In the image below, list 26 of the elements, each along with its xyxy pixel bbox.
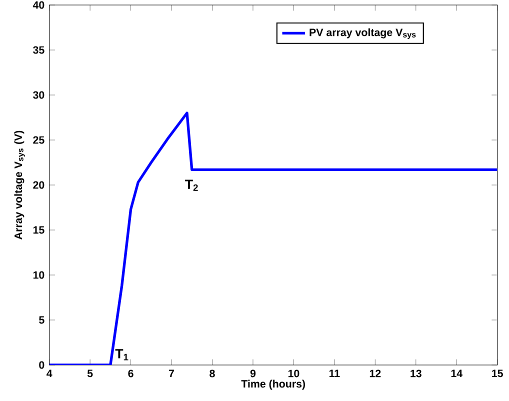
y-tick-label: 5 [39,316,44,324]
x-tick-label: 9 [250,370,256,378]
y-tick-label: 30 [33,91,44,99]
x-tick-label: 6 [128,370,134,378]
y-tick-label: 35 [33,46,44,54]
x-tick-label: 10 [288,370,300,378]
y-tick-label: 0 [39,361,44,369]
x-tick-label: 15 [492,370,503,378]
x-tick-label: 4 [46,370,52,378]
x-tick-label: 13 [410,370,422,378]
x-tick-label: 12 [370,370,381,378]
y-tick-label: 20 [33,181,44,189]
y-tick-label: 40 [32,1,44,9]
x-tick-label: 11 [329,370,340,378]
y-tick-label: 15 [33,226,44,234]
legend-label: PV array voltage V$_{sys}$ [310,28,416,40]
annotation: T$_{1}$ [115,349,128,360]
x-tick-label: 5 [87,370,93,378]
y-tick-label: 25 [33,136,44,144]
annotation: T$_{2}$ [185,180,198,191]
y-axis-title: Array voltage V$_{sys}$ (V) [14,130,25,240]
x-tick-label: 8 [210,370,215,378]
x-tick-label: 14 [451,370,462,378]
x-axis-title: Time (hours) [241,380,305,390]
y-tick-label: 10 [33,271,44,279]
x-tick-label: 7 [169,370,174,378]
